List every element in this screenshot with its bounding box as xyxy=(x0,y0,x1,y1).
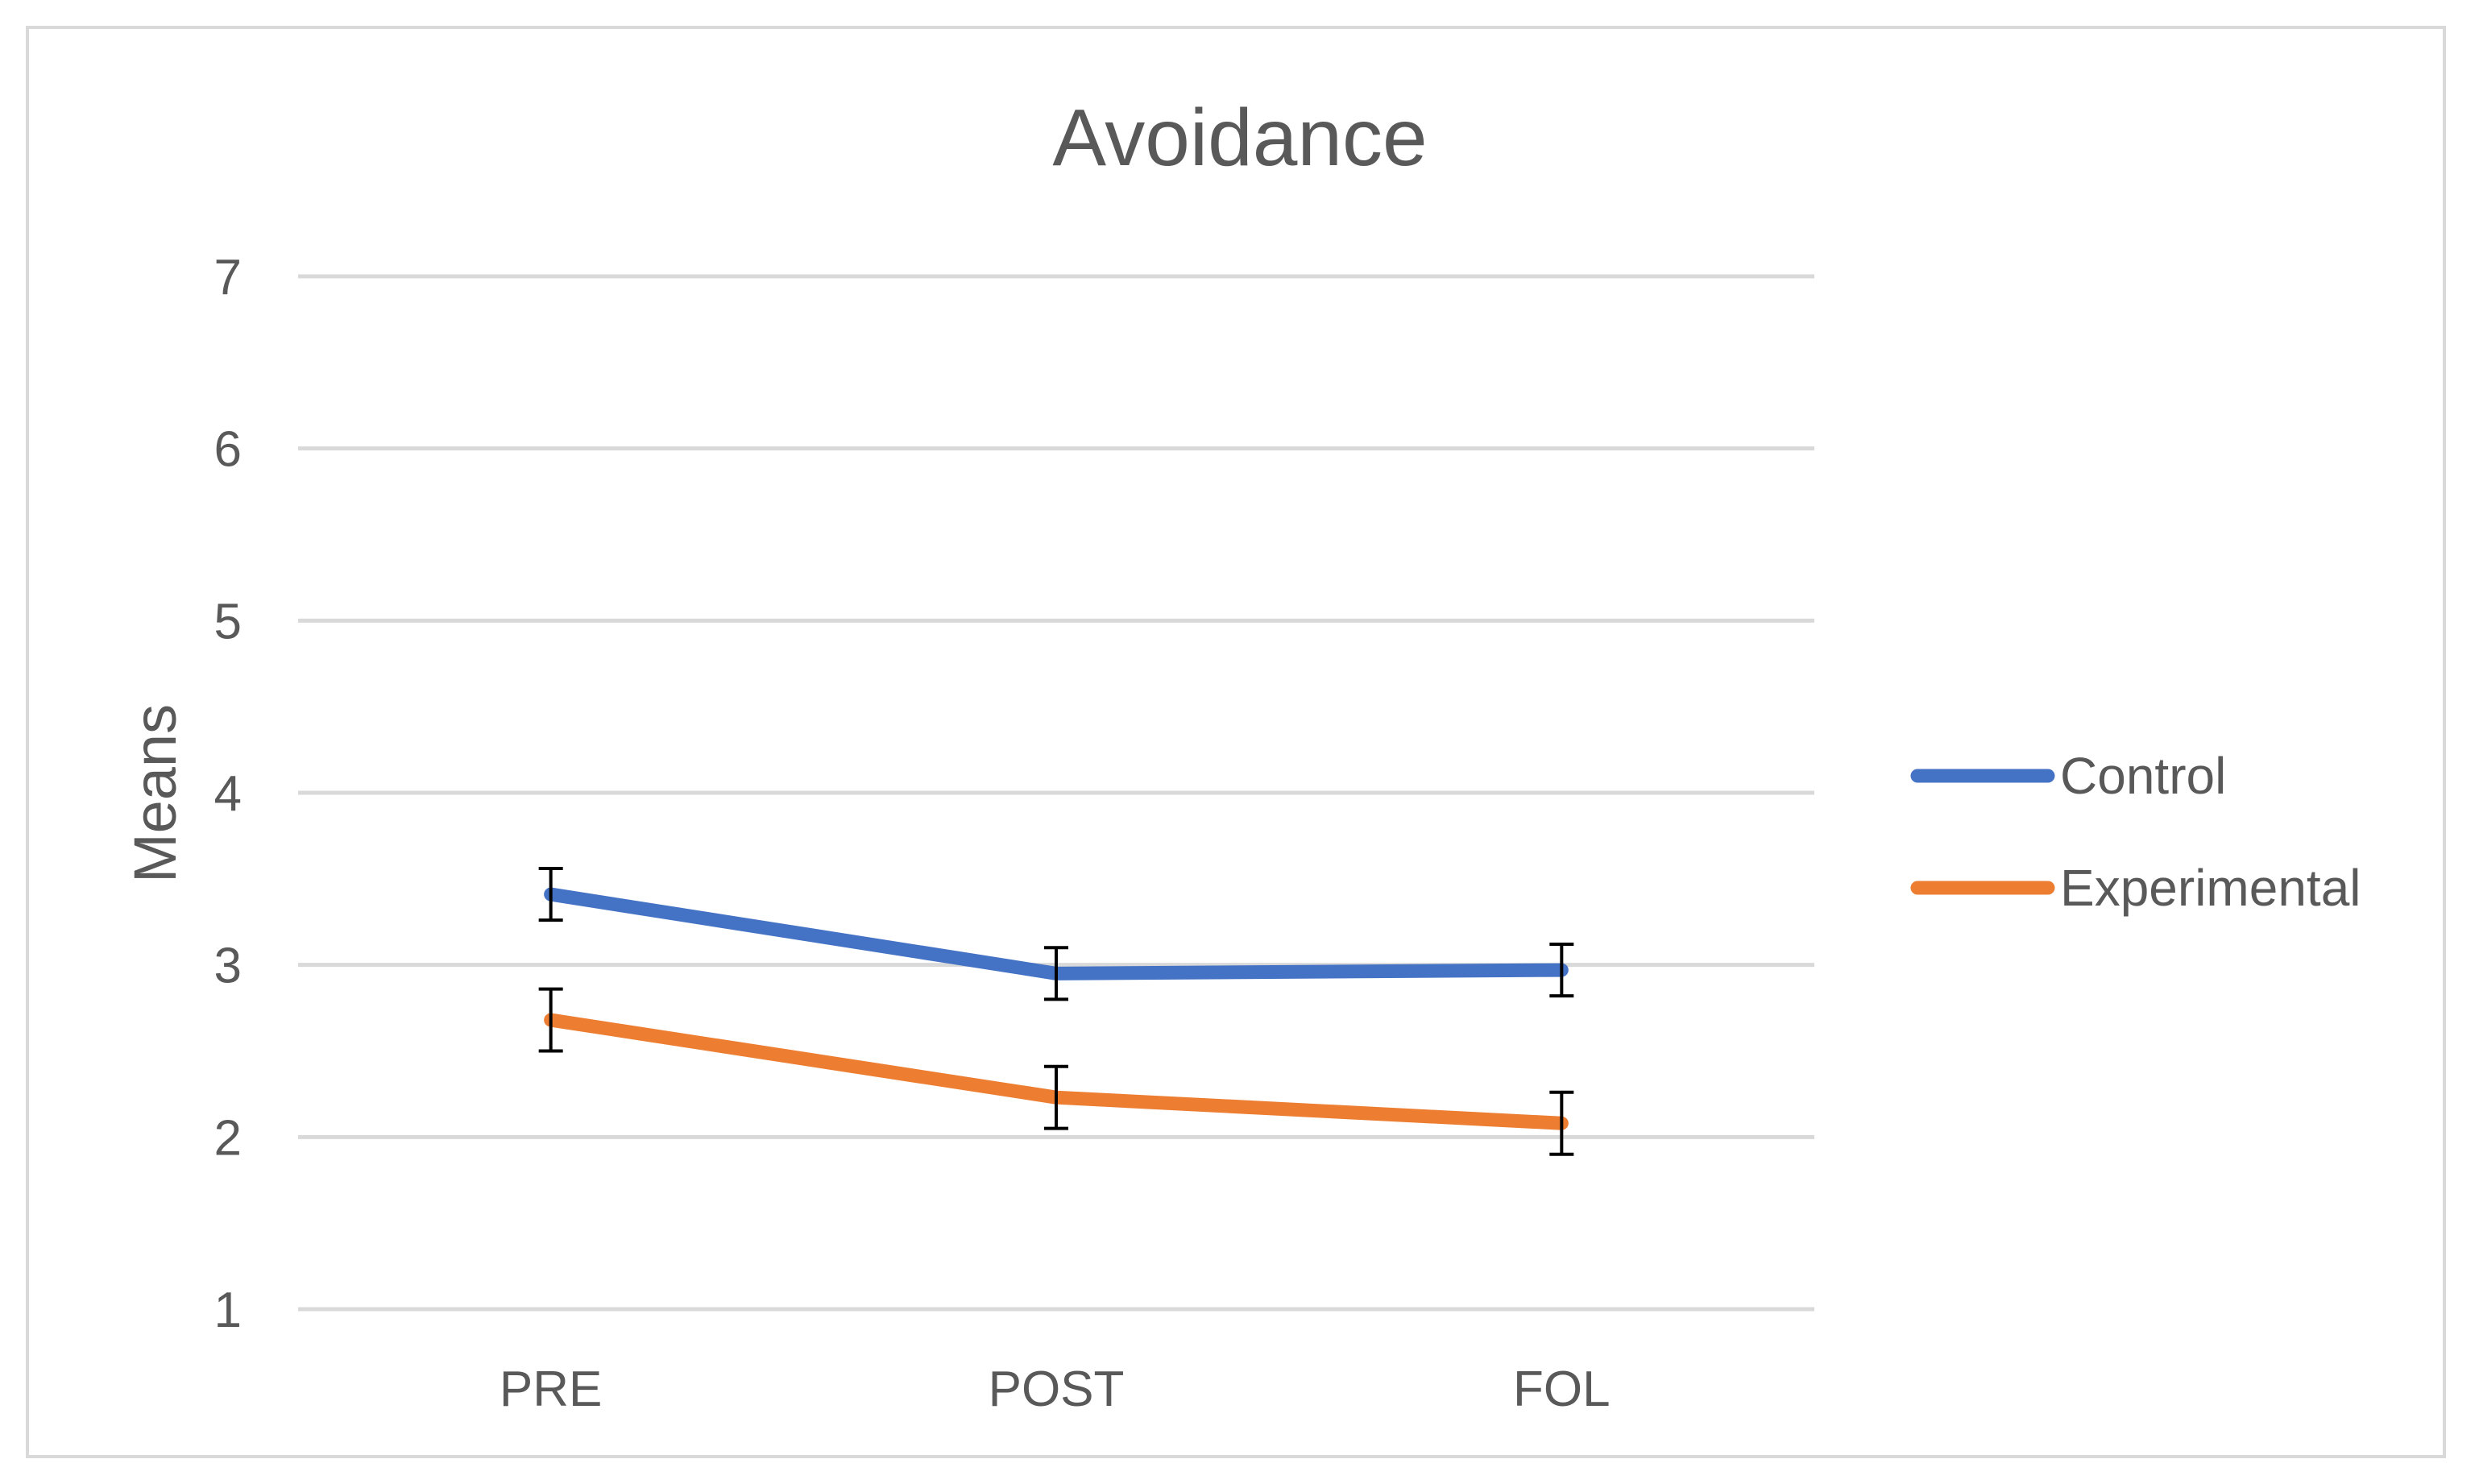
error-bar-control-pre xyxy=(538,867,563,922)
gridlines xyxy=(298,274,1814,1312)
x-tick-label-fol: FOL xyxy=(1513,1362,1611,1417)
y-tick-label: 2 xyxy=(214,1110,242,1166)
y-tick-label: 7 xyxy=(214,250,242,305)
x-tick-label-pre: PRE xyxy=(500,1362,602,1417)
legend: Control Experimental xyxy=(1910,747,2361,917)
error-bar-control-post xyxy=(1044,946,1068,1001)
chart-frame xyxy=(26,26,2446,1458)
y-tick-label: 1 xyxy=(214,1283,242,1338)
x-tick-label-post: POST xyxy=(989,1362,1125,1417)
y-axis-label: Means xyxy=(122,704,189,883)
legend-label-control: Control xyxy=(2060,747,2226,805)
error-bar-experimental-pre xyxy=(538,987,563,1053)
chart-title: Avoidance xyxy=(1052,93,1427,183)
error-bars xyxy=(538,867,1574,1156)
y-tick-label: 5 xyxy=(214,594,242,649)
error-bar-control-fol xyxy=(1549,943,1574,998)
y-tick-label: 6 xyxy=(214,422,242,478)
error-bar-experimental-fol xyxy=(1549,1090,1574,1156)
error-bar-experimental-post xyxy=(1044,1064,1068,1130)
y-tick-label: 3 xyxy=(214,939,242,994)
x-axis-ticks: PRE POST FOL xyxy=(500,1362,1611,1417)
y-tick-label: 4 xyxy=(214,766,242,822)
legend-label-experimental: Experimental xyxy=(2060,859,2361,917)
y-axis-ticks: 1 2 3 4 5 6 7 xyxy=(214,250,242,1338)
